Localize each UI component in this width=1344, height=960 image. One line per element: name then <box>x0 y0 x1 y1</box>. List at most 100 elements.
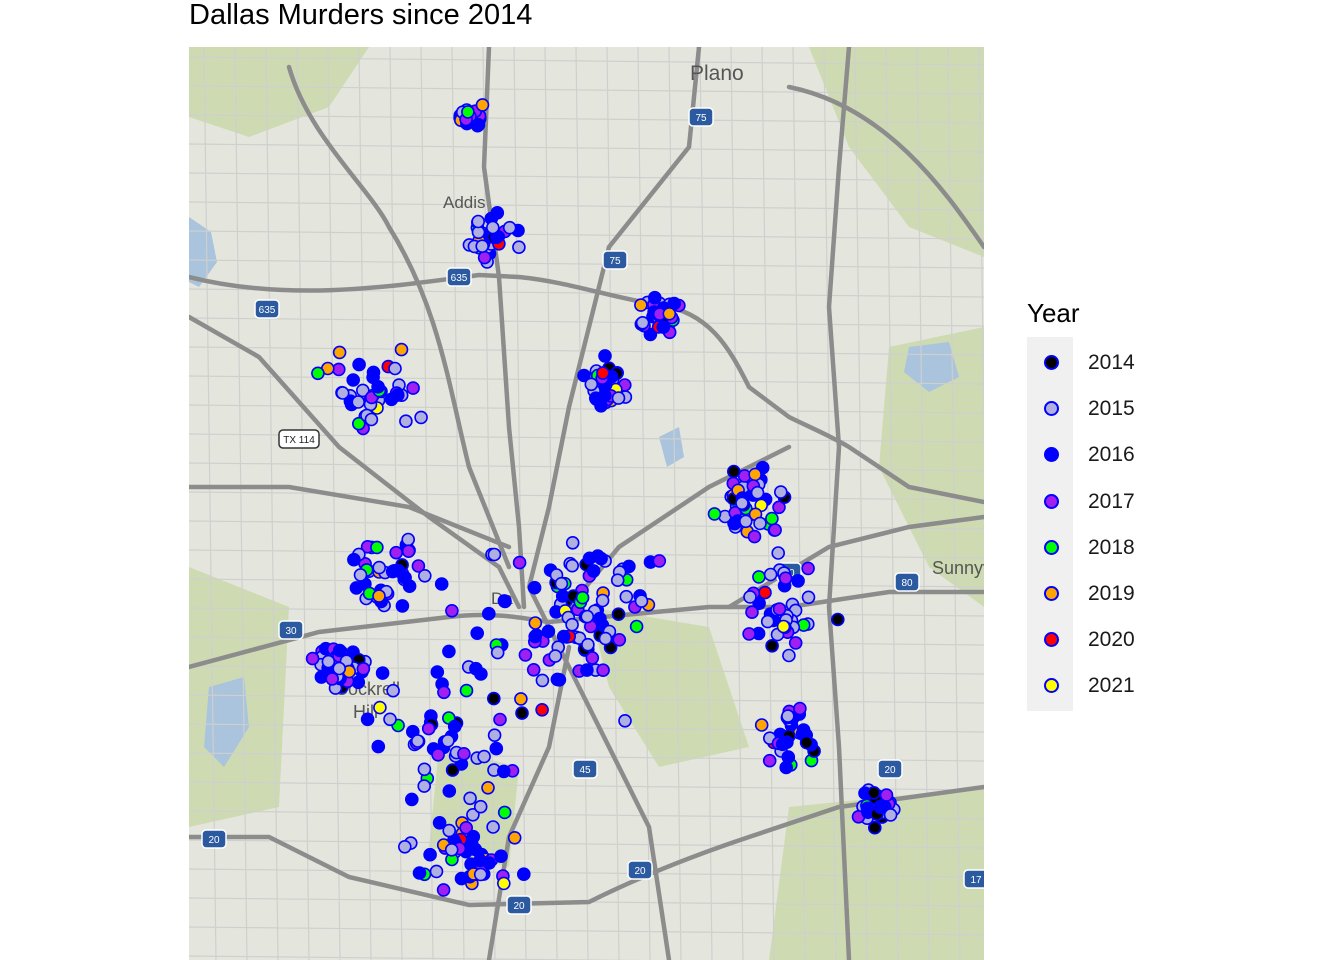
incident-marker <box>528 629 543 644</box>
incident-marker <box>373 700 387 715</box>
svg-text:30: 30 <box>285 626 297 637</box>
incident-marker <box>370 540 384 555</box>
incident-marker <box>332 362 346 377</box>
incident-marker <box>457 746 471 761</box>
incident-marker <box>581 637 595 652</box>
legend-keys: 2014 2015 2016 2017 2018 2019 2020 2021 <box>1027 337 1135 711</box>
basemap: Plano Addis Da Cockrell Hill Sunnyv 6356… <box>189 47 984 960</box>
incident-marker <box>768 523 782 537</box>
incident-marker <box>507 830 522 845</box>
incident-marker <box>436 883 451 897</box>
legend-swatch <box>1044 355 1059 370</box>
incident-marker <box>552 672 567 687</box>
incident-marker <box>387 563 402 578</box>
incident-marker <box>477 250 492 265</box>
incident-marker <box>412 866 427 880</box>
incident-markers <box>305 98 901 897</box>
legend-swatch <box>1044 447 1059 463</box>
incident-marker <box>879 788 894 802</box>
incident-marker <box>526 662 541 677</box>
incident-marker <box>349 581 364 595</box>
svg-text:17: 17 <box>970 875 982 886</box>
incident-marker <box>371 739 386 754</box>
svg-text:75: 75 <box>609 256 621 267</box>
chart-title: Dallas Murders since 2014 <box>189 0 533 31</box>
incident-marker <box>514 692 528 706</box>
incident-marker <box>442 784 457 798</box>
incident-marker <box>830 612 845 627</box>
incident-marker <box>325 672 339 686</box>
incident-marker <box>414 410 428 425</box>
incident-marker <box>580 609 595 624</box>
incident-marker <box>618 713 632 728</box>
incident-marker <box>351 395 365 409</box>
incident-marker <box>588 391 603 406</box>
incident-marker <box>515 706 529 720</box>
incident-marker <box>647 290 662 305</box>
legend-item-2019: 2019 <box>1027 570 1135 616</box>
highway-shield: 20 <box>627 860 653 880</box>
incident-marker <box>335 386 350 400</box>
incident-marker <box>590 549 605 563</box>
svg-text:80: 80 <box>901 578 913 589</box>
incident-marker <box>541 624 556 639</box>
incident-marker <box>726 464 741 479</box>
place-label: Sunnyv <box>932 558 984 578</box>
incident-marker <box>418 568 432 583</box>
incident-marker <box>516 867 531 882</box>
incident-marker <box>470 626 485 641</box>
incident-marker <box>619 589 634 604</box>
incident-marker <box>473 867 488 882</box>
incident-marker <box>372 589 386 603</box>
incident-marker <box>444 842 459 857</box>
incident-marker <box>332 345 347 360</box>
incident-marker <box>596 366 610 380</box>
legend-label: 2020 <box>1088 628 1135 652</box>
incident-marker <box>527 580 542 595</box>
incident-marker <box>474 667 488 681</box>
svg-text:75: 75 <box>695 113 707 124</box>
incident-marker <box>502 220 517 235</box>
legend-label: 2021 <box>1088 674 1135 698</box>
incident-marker <box>473 799 488 814</box>
incident-marker <box>352 416 366 431</box>
incident-marker <box>466 807 480 822</box>
incident-marker <box>793 701 807 716</box>
incident-marker <box>763 567 778 582</box>
incident-marker <box>401 544 416 559</box>
incident-marker <box>347 552 361 567</box>
incident-marker <box>423 847 437 862</box>
map-panel[interactable]: Plano Addis Da Cockrell Hill Sunnyv 6356… <box>189 47 984 960</box>
incident-marker <box>360 712 375 727</box>
incident-marker <box>429 864 444 879</box>
incident-marker <box>447 719 462 734</box>
incident-marker <box>471 214 486 229</box>
incident-marker <box>765 638 779 653</box>
legend-swatch <box>1044 539 1059 555</box>
incident-marker <box>585 651 600 665</box>
incident-marker <box>652 554 667 568</box>
highway-shield: TX 114 <box>278 429 320 449</box>
legend-swatch <box>1044 493 1059 509</box>
legend-item-2014: 2014 <box>1027 339 1135 385</box>
incident-marker <box>391 388 405 402</box>
incident-marker <box>883 808 898 822</box>
incident-marker <box>356 383 370 398</box>
incident-marker <box>753 516 767 531</box>
incident-marker <box>434 577 449 591</box>
incident-marker <box>431 747 445 762</box>
legend-item-2020: 2020 <box>1027 616 1135 662</box>
incident-marker <box>791 574 805 588</box>
incident-marker <box>311 366 325 381</box>
incident-marker <box>445 763 460 777</box>
svg-text:20: 20 <box>208 835 220 846</box>
incident-marker <box>388 361 402 376</box>
incident-marker <box>486 820 500 834</box>
incident-marker <box>778 571 793 586</box>
highway-shield: 20 <box>506 895 532 915</box>
legend-label: 2018 <box>1088 535 1135 559</box>
incident-marker <box>635 315 650 330</box>
incident-marker <box>595 593 610 608</box>
incident-marker <box>634 594 649 608</box>
incident-marker <box>386 683 400 698</box>
